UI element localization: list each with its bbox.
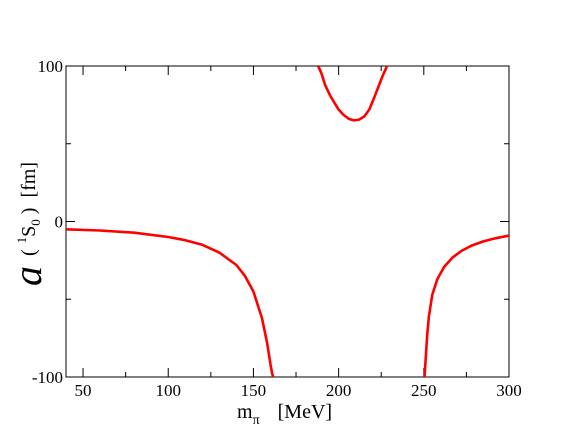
plot-frame xyxy=(65,65,510,378)
x-tick-labels: 50 100 150 200 250 300 xyxy=(75,381,522,400)
y-tick-label: -100 xyxy=(32,368,63,387)
x-tick-label: 100 xyxy=(155,381,181,400)
svg-text:a(1S0)[fm]: a (1S0) [fm] xyxy=(5,162,50,286)
y-tick-label: 100 xyxy=(38,57,64,76)
x-axis-label: mπ [MeV] xyxy=(237,401,332,428)
x-axis-label-unit: [MeV] xyxy=(278,401,332,423)
y-axis-label-superscript: 1 xyxy=(14,237,29,244)
x-tick-label: 300 xyxy=(496,381,522,400)
data-series xyxy=(66,66,509,377)
y-tick-label: 0 xyxy=(55,213,64,232)
y-axis-label-unit: [fm] xyxy=(18,162,40,198)
series-line-branch xyxy=(66,228,275,377)
x-axis-label-main: m xyxy=(237,401,253,423)
axis-ticks xyxy=(66,65,510,378)
y-axis-label-close-paren: ) xyxy=(18,208,40,215)
y-axis-label-symbol: a xyxy=(5,266,50,286)
x-tick-label: 200 xyxy=(326,381,352,400)
y-axis-label-state: S xyxy=(18,226,40,237)
x-tick-label: 50 xyxy=(75,381,92,400)
y-tick-labels: -100 0 100 xyxy=(32,57,63,387)
y-axis-label-open-paren: ( xyxy=(18,249,40,256)
y-axis-label: a (1S0) [fm] xyxy=(5,162,50,286)
series-line-branch xyxy=(317,66,389,122)
x-axis-label-subscript: π xyxy=(253,413,260,428)
x-tick-label: 150 xyxy=(241,381,267,400)
x-tick-label: 250 xyxy=(411,381,437,400)
y-axis-label-subscript: 0 xyxy=(28,219,43,226)
series-line-branch xyxy=(423,234,509,377)
